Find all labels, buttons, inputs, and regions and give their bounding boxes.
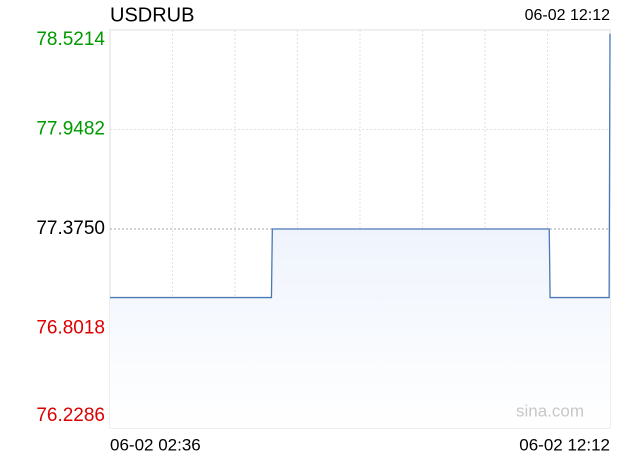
y-tick-label: 77.9482 [36,119,105,140]
watermark: sina.com [516,401,584,420]
timestamp: 06-02 12:12 [525,7,611,24]
y-tick-label: 76.8018 [36,318,105,339]
x-tick-label: 06-02 12:12 [519,435,610,454]
y-tick-label: 78.5214 [36,29,105,50]
area [110,33,610,429]
line [110,33,611,299]
y-tick-label: 77.3750 [36,218,105,239]
chart-title: USDRUB [110,4,194,26]
y-tick-label: 76.2286 [36,405,105,426]
x-tick-label: 06-02 02:36 [110,435,201,454]
